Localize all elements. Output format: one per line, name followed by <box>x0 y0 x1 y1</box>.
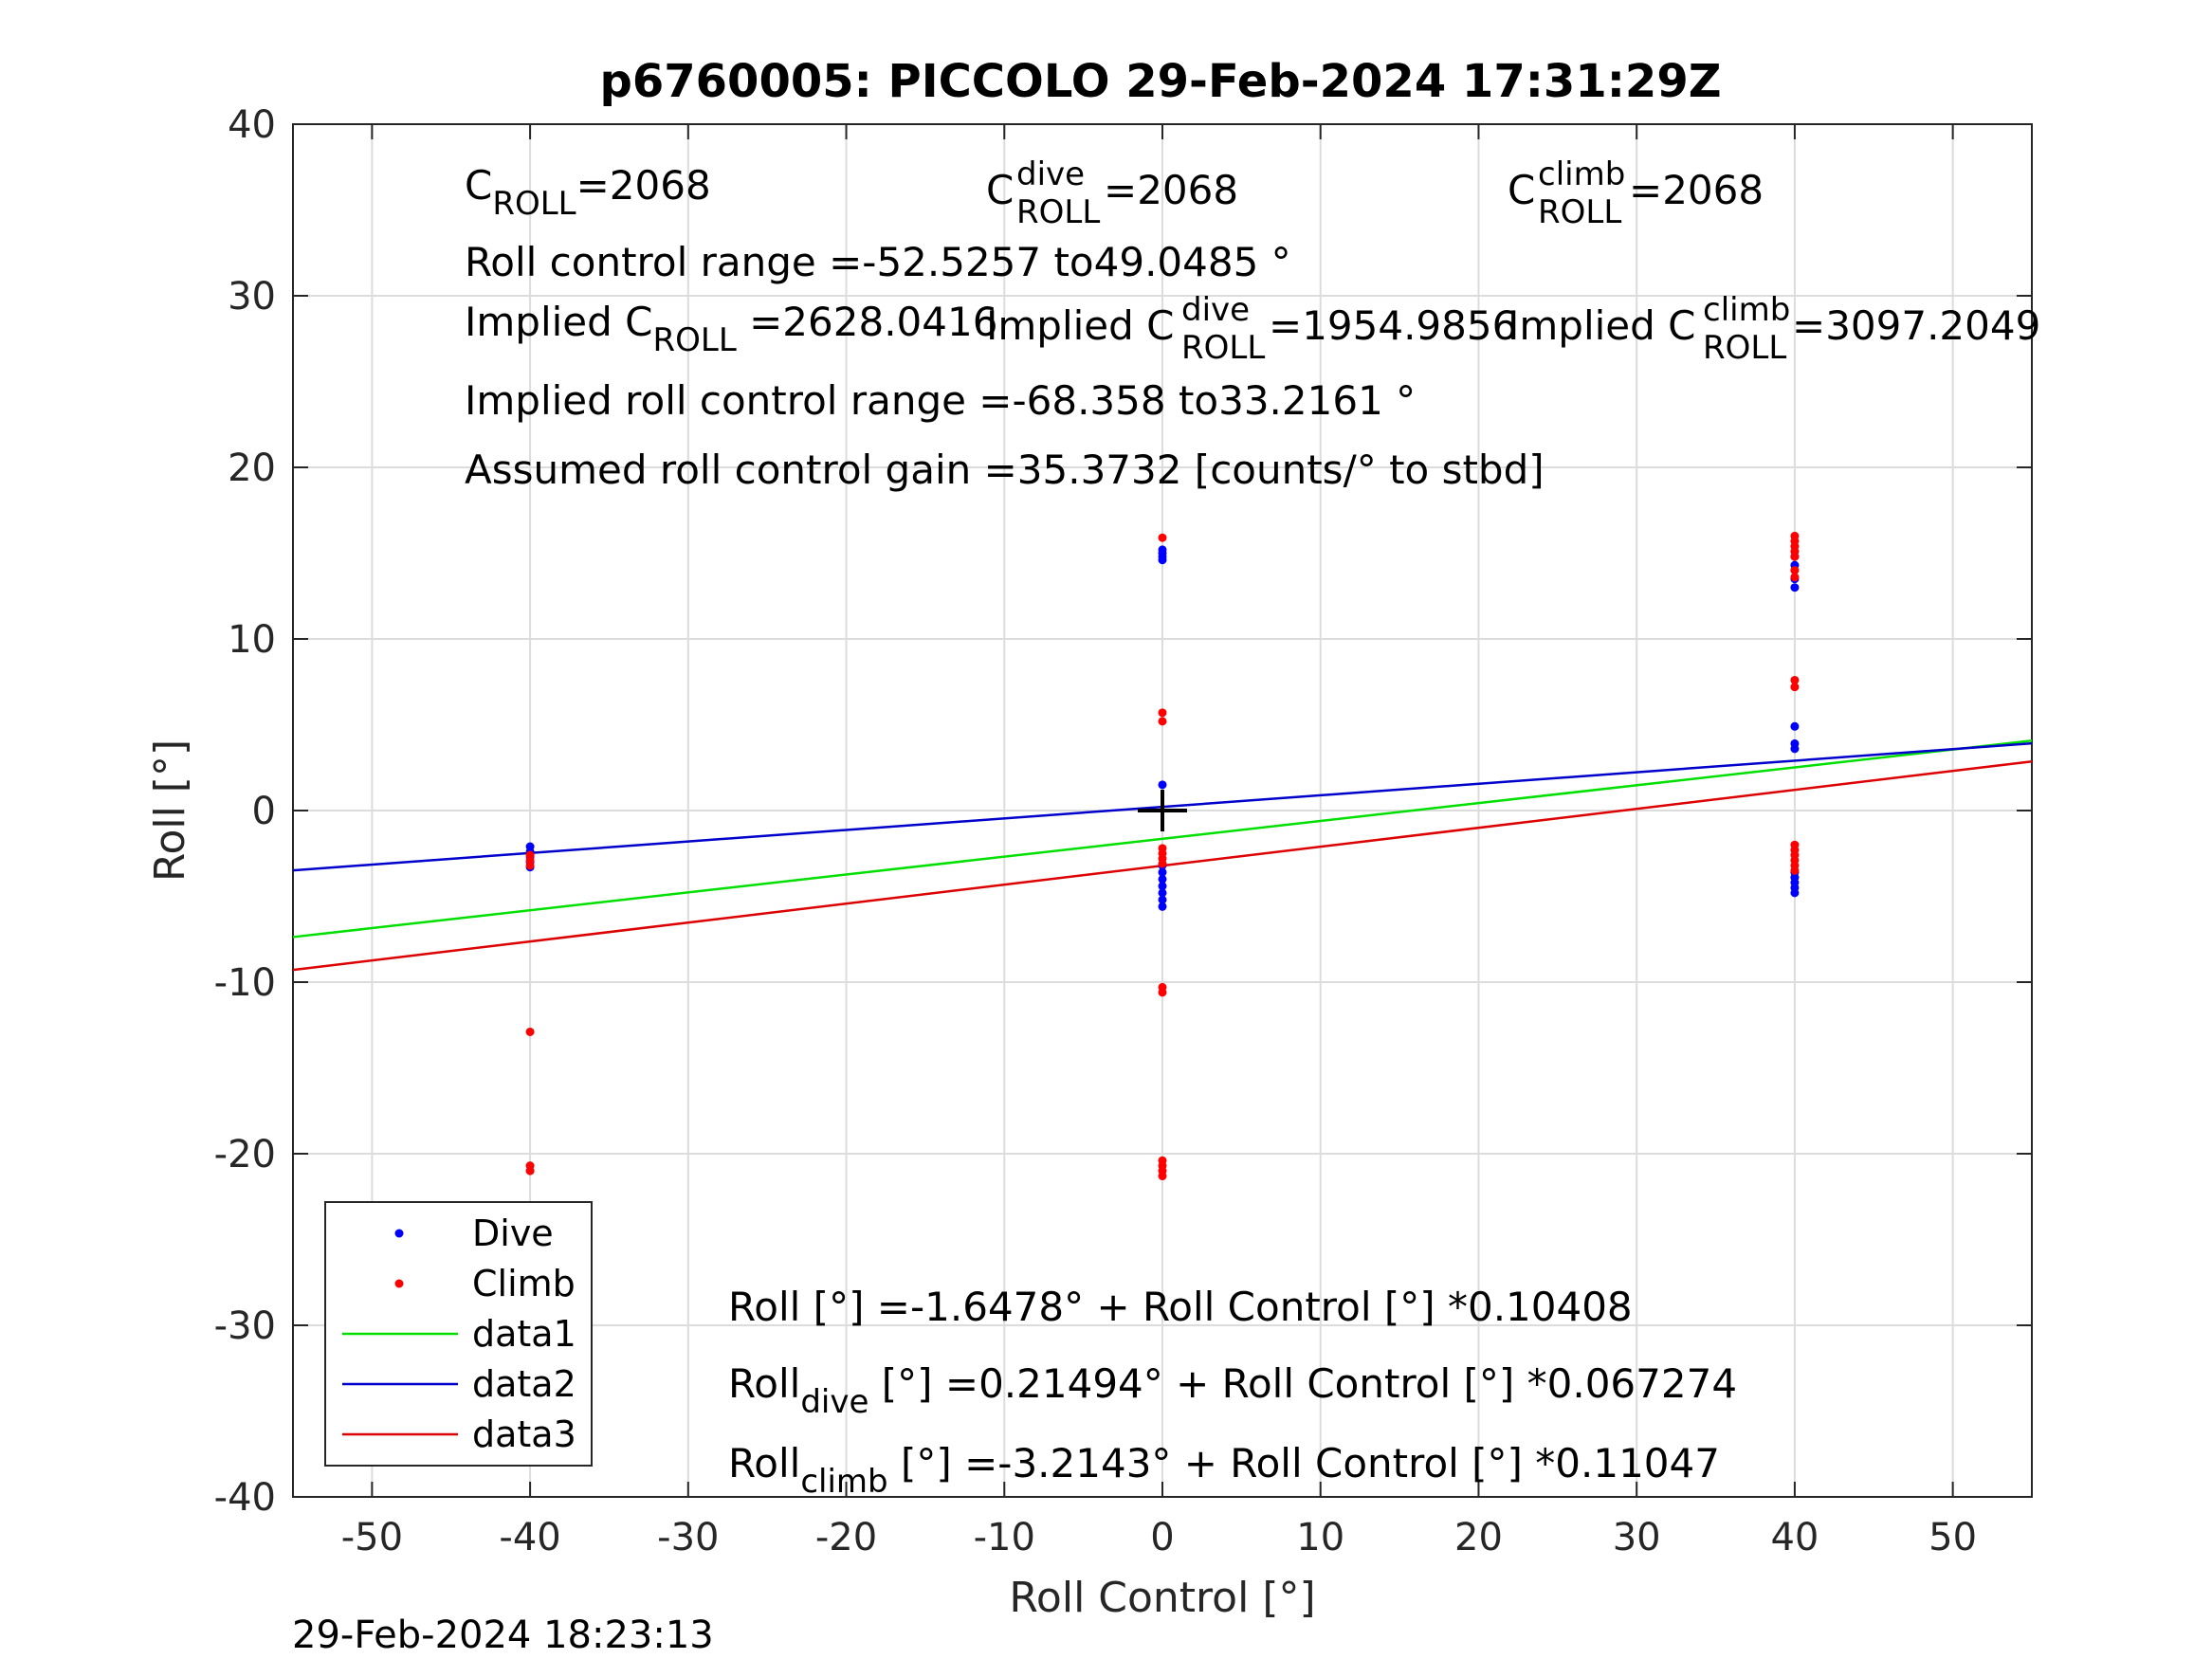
data-points <box>525 531 1800 1181</box>
svg-text:=3097.2049: =3097.2049 <box>1792 302 2040 349</box>
legend-label-climb: Climb <box>472 1263 576 1304</box>
climb-point <box>1790 866 1800 875</box>
y-tick-label: -10 <box>214 961 276 1005</box>
svg-text:C: C <box>986 167 1014 213</box>
legend-label-data1: data1 <box>472 1313 576 1355</box>
dive-point <box>1158 780 1167 790</box>
implied-c-roll-annotation: Implied CROLL =2628.0416 <box>465 299 997 359</box>
y-tick-label: 10 <box>228 618 276 662</box>
svg-text:dive: dive <box>1016 155 1085 193</box>
y-tick-label: -40 <box>214 1476 276 1520</box>
climb-point <box>1158 533 1167 542</box>
svg-text:Implied C: Implied C <box>986 302 1174 349</box>
axis-ticks: -50 -40 -30 -20 -10 0 10 20 30 40 50 -40 -30 -20 -10 0 1… <box>214 103 2032 1559</box>
x-tick-label: -40 <box>499 1516 560 1559</box>
legend-label-dive: Dive <box>472 1212 554 1254</box>
x-tick-label: -30 <box>657 1516 719 1559</box>
dive-point <box>1790 583 1800 592</box>
svg-text:C: C <box>1508 167 1535 213</box>
svg-text:=1954.9856: =1954.9856 <box>1269 302 1517 349</box>
fit-line-data1 <box>292 738 2033 939</box>
dive-point <box>1158 874 1167 884</box>
y-tick-label: 20 <box>228 447 276 490</box>
climb-point <box>1158 859 1167 868</box>
dive-point <box>1158 902 1167 911</box>
svg-text:Implied C: Implied C <box>1508 302 1695 349</box>
legend-label-data3: data3 <box>472 1413 576 1455</box>
climb-point <box>1158 717 1167 726</box>
legend: Dive Climb data1 data2 data3 <box>324 1201 593 1467</box>
legend-label-data2: data2 <box>472 1363 576 1405</box>
chart-title: p6760005: PICCOLO 29-Feb-2024 17:31:29Z <box>599 55 1721 108</box>
dive-point <box>1158 867 1167 877</box>
implied-c-roll-dive-annotation: Implied C dive ROLL =1954.9856 <box>986 291 1517 367</box>
y-tick-label: 40 <box>228 103 276 147</box>
climb-point <box>525 1166 535 1176</box>
fit-climb-annotation: Rollclimb [°] =-3.2143° + Roll Control [… <box>728 1440 1720 1501</box>
x-axis-label: Roll Control [°] <box>1009 1574 1315 1622</box>
y-axis-label: Roll [°] <box>146 739 194 882</box>
svg-text:climb: climb <box>1538 155 1625 193</box>
dive-point <box>1790 721 1800 731</box>
x-tick-label: -50 <box>341 1516 403 1559</box>
dive-point <box>1158 545 1167 555</box>
y-tick-label: -20 <box>214 1133 276 1176</box>
x-tick-label: 40 <box>1770 1516 1819 1559</box>
climb-point <box>525 1027 535 1036</box>
implied-range-annotation: Implied roll control range =-68.358 to33… <box>465 377 1416 424</box>
svg-text:ROLL: ROLL <box>1181 329 1265 367</box>
fit-all-annotation: Roll [°] =-1.6478° + Roll Control [°] *0… <box>728 1284 1633 1330</box>
legend-marker-dive <box>394 1229 404 1238</box>
fit-dive-annotation: Rolldive [°] =0.21494° + Roll Control [°… <box>728 1360 1737 1421</box>
x-tick-label: 20 <box>1454 1516 1503 1559</box>
x-tick-label: 50 <box>1929 1516 1977 1559</box>
legend-marker-climb <box>394 1279 404 1288</box>
svg-text:=2068: =2068 <box>1104 167 1238 213</box>
y-tick-label: -30 <box>214 1304 276 1348</box>
dive-point <box>1158 888 1167 898</box>
svg-text:dive: dive <box>1181 291 1250 329</box>
dive-point <box>1790 744 1800 754</box>
svg-text:ROLL: ROLL <box>1538 193 1621 231</box>
x-tick-label: 0 <box>1150 1516 1174 1559</box>
dive-point <box>1158 895 1167 904</box>
climb-point <box>1158 988 1167 997</box>
origin-marker <box>1138 790 1187 831</box>
svg-text:ROLL: ROLL <box>1016 193 1100 231</box>
climb-point <box>1158 708 1167 718</box>
x-tick-label: -20 <box>815 1516 877 1559</box>
c-roll-annotation: CROLL=2068 <box>465 162 711 223</box>
climb-point <box>525 861 535 870</box>
climb-point <box>1158 1172 1167 1181</box>
implied-c-roll-climb-annotation: Implied C climb ROLL =3097.2049 <box>1508 291 2040 367</box>
roll-control-range-annotation: Roll control range =-52.5257 to49.0485 ° <box>465 239 1291 285</box>
climb-point <box>1790 683 1800 692</box>
x-tick-label: 10 <box>1296 1516 1344 1559</box>
climb-point <box>1790 573 1800 582</box>
gain-annotation: Assumed roll control gain =35.3732 [coun… <box>465 447 1545 493</box>
dive-point <box>1790 888 1800 898</box>
x-tick-label: -10 <box>974 1516 1035 1559</box>
y-tick-label: 0 <box>252 790 276 833</box>
c-roll-climb-annotation: C climb ROLL =2068 <box>1508 155 1764 231</box>
svg-text:ROLL: ROLL <box>1703 329 1786 367</box>
timestamp: 29-Feb-2024 18:23:13 <box>292 1613 714 1657</box>
c-roll-dive-annotation: C dive ROLL =2068 <box>986 155 1238 231</box>
x-tick-label: 30 <box>1613 1516 1661 1559</box>
svg-text:climb: climb <box>1703 291 1790 329</box>
svg-text:=2068: =2068 <box>1629 167 1764 213</box>
climb-point <box>1790 566 1800 575</box>
climb-point <box>1790 675 1800 684</box>
y-tick-label: 30 <box>228 275 276 319</box>
climb-point <box>1790 552 1800 561</box>
dive-point <box>1158 882 1167 891</box>
